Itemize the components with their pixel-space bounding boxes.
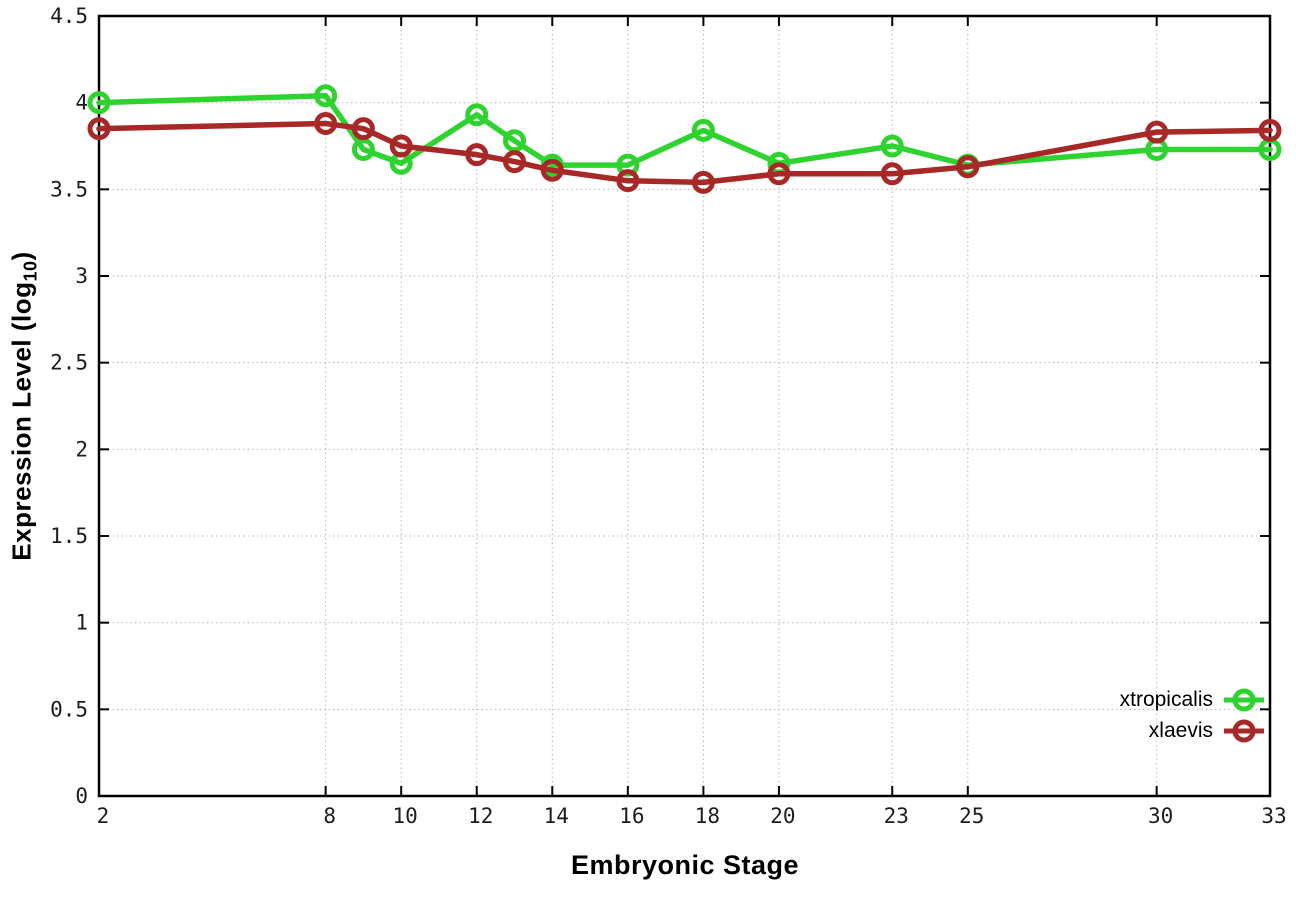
x-tick-label: 16 bbox=[619, 804, 644, 828]
legend-label-xtropicalis: xtropicalis bbox=[1119, 687, 1213, 711]
x-tick-label: 20 bbox=[770, 804, 795, 828]
data-point-xlaevis bbox=[87, 117, 111, 141]
data-point-xlaevis bbox=[1258, 118, 1282, 142]
y-axis-title: Expression Level (log10) bbox=[6, 251, 41, 560]
x-tick-label: 12 bbox=[468, 804, 493, 828]
x-tick-label: 14 bbox=[544, 804, 569, 828]
y-axis-title-suffix: ) bbox=[6, 251, 37, 261]
x-tick-label: 10 bbox=[393, 804, 418, 828]
legend-marker-icon bbox=[1224, 688, 1264, 711]
x-tick-label: 30 bbox=[1148, 804, 1173, 828]
data-point-xlaevis bbox=[389, 134, 413, 158]
legend-label-xlaevis: xlaevis bbox=[1148, 718, 1213, 742]
y-axis-title-text: Expression Level (log bbox=[6, 281, 37, 561]
x-tick-label: 8 bbox=[323, 804, 336, 828]
y-tick-label: 4 bbox=[75, 91, 88, 115]
y-tick-label: 1.5 bbox=[50, 524, 88, 548]
data-point-xtropicalis bbox=[87, 91, 111, 115]
data-point-xlaevis bbox=[691, 170, 715, 194]
data-point-xtropicalis bbox=[465, 103, 489, 127]
y-tick-label: 4.5 bbox=[50, 4, 88, 28]
legend: xtropicalis xlaevis bbox=[1120, 684, 1266, 746]
series-line-xtropicalis bbox=[96, 92, 1273, 168]
plot-border bbox=[97, 14, 1272, 798]
legend-marker-icon bbox=[1224, 719, 1264, 742]
y-tick-label: 0.5 bbox=[50, 697, 88, 721]
legend-item-xtropicalis: xtropicalis bbox=[1120, 684, 1266, 715]
y-tick-label: 2 bbox=[75, 437, 88, 461]
x-tick-label: 2 bbox=[97, 804, 110, 828]
y-tick-label: 1 bbox=[75, 611, 88, 635]
x-axis-title: Embryonic Stage bbox=[570, 850, 800, 880]
data-point-xlaevis bbox=[1145, 120, 1169, 144]
data-point-xlaevis bbox=[465, 143, 489, 167]
open-circle-marker-icon bbox=[1232, 688, 1256, 711]
x-tick-label: 18 bbox=[695, 804, 720, 828]
data-point-xlaevis bbox=[351, 117, 375, 141]
y-tick-label: 3.5 bbox=[50, 177, 88, 201]
y-axis-title-subscript: 10 bbox=[20, 260, 41, 282]
data-point-xtropicalis bbox=[314, 84, 338, 108]
y-tick-label: 0 bbox=[75, 784, 88, 808]
data-point-xtropicalis bbox=[503, 129, 527, 153]
data-point-xlaevis bbox=[616, 169, 640, 193]
y-tick-label: 2.5 bbox=[50, 351, 88, 375]
legend-item-xlaevis: xlaevis bbox=[1120, 715, 1266, 746]
data-point-xlaevis bbox=[767, 162, 791, 186]
data-point-xtropicalis bbox=[880, 134, 904, 158]
data-point-xtropicalis bbox=[351, 137, 375, 161]
y-tick-label: 3 bbox=[75, 264, 88, 288]
data-point-xlaevis bbox=[880, 162, 904, 186]
data-point-xlaevis bbox=[956, 155, 980, 179]
x-tick-label: 25 bbox=[959, 804, 984, 828]
data-point-xlaevis bbox=[503, 150, 527, 174]
x-tick-label: 33 bbox=[1261, 804, 1286, 828]
data-point-xlaevis bbox=[314, 111, 338, 135]
data-point-xlaevis bbox=[540, 158, 564, 182]
data-point-xtropicalis bbox=[691, 118, 715, 142]
x-tick-label: 23 bbox=[884, 804, 909, 828]
open-circle-marker-icon bbox=[1232, 719, 1256, 742]
